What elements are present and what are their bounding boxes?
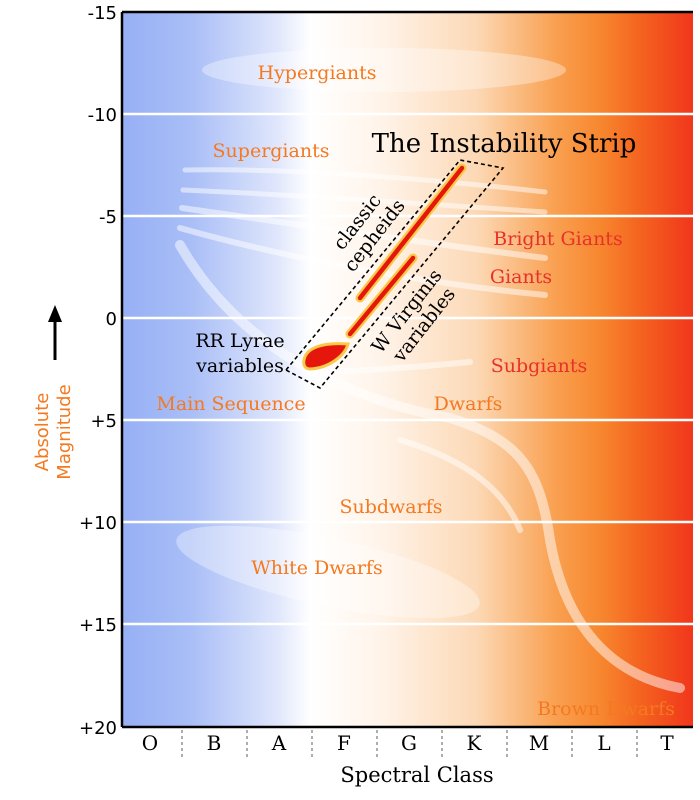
supergiant-band-1: [182, 167, 548, 195]
subdwarfs-label: Subdwarfs: [339, 496, 442, 518]
region-labels: Hypergiants Supergiants Bright Giants Gi…: [156, 62, 674, 720]
y-tick-labels: -15 -10 -5 0 +5 +10 +15 +20: [79, 3, 117, 739]
dwarfs-label: Dwarfs: [434, 393, 503, 415]
classic-cepheids-track-core: [357, 165, 465, 301]
rr-lyrae-label-line2: variables: [195, 355, 284, 377]
spectral-class-label: T: [660, 731, 674, 755]
y-tick-label: +20: [79, 718, 117, 739]
subgiants-label: Subgiants: [491, 355, 588, 377]
region-bands: [175, 48, 685, 693]
rr-lyrae-label: RR Lyrae variables: [195, 330, 285, 377]
axes: [120, 10, 693, 757]
instability-strip-box: [284, 159, 505, 390]
spectral-class-label: G: [401, 731, 417, 755]
spectral-class-label: M: [529, 731, 549, 755]
main-sequence-label: Main Sequence: [156, 393, 305, 415]
instability-strip: [284, 159, 505, 390]
y-tick-label: +15: [79, 615, 117, 636]
supergiant-band-2: [180, 187, 548, 215]
y-axis-arrowhead: [48, 305, 62, 322]
y-tick-label: +5: [90, 411, 117, 432]
y-tick-label: -15: [88, 3, 117, 24]
y-tick-label: -5: [99, 207, 117, 228]
spectral-class-label: O: [142, 731, 158, 755]
y-tick-label: 0: [106, 309, 117, 330]
bright-giant-band: [179, 205, 548, 261]
y-tick-label: -10: [88, 105, 117, 126]
spectral-class-label: L: [597, 731, 610, 755]
rr-lyrae-blob: [302, 342, 350, 371]
diagram-title: The Instability Strip: [372, 129, 637, 159]
brown-dwarfs-label: Brown Dwarfs: [537, 698, 675, 720]
w-virginis-track-core: [347, 255, 416, 337]
x-tick-labels: O B A F G K M L T: [142, 731, 675, 755]
y-axis-label-line2: Magnitude: [54, 384, 75, 479]
y-axis-label-group: Absolute Magnitude: [32, 305, 75, 480]
spectral-class-label: F: [337, 731, 351, 755]
rr-lyrae-label-line1: RR Lyrae: [195, 330, 284, 352]
hypergiant-band: [202, 48, 566, 92]
y-axis-label-line1: Absolute: [32, 393, 53, 472]
spectral-class-label: B: [207, 731, 222, 755]
main-sequence-band: [175, 240, 685, 693]
giants-label: Giants: [490, 266, 552, 288]
hypergiants-label: Hypergiants: [258, 62, 377, 84]
supergiants-label: Supergiants: [213, 140, 330, 162]
subdwarf-band: [397, 437, 523, 533]
x-axis-label: Spectral Class: [340, 763, 493, 787]
y-tick-label: +10: [79, 513, 117, 534]
white-dwarfs-label: White Dwarfs: [251, 557, 382, 579]
spectral-class-label: K: [467, 731, 483, 755]
bright-giants-label: Bright Giants: [493, 228, 622, 250]
spectral-class-label: A: [271, 731, 287, 755]
subgiant-band: [317, 359, 473, 375]
white-dwarf-band: [176, 525, 480, 619]
